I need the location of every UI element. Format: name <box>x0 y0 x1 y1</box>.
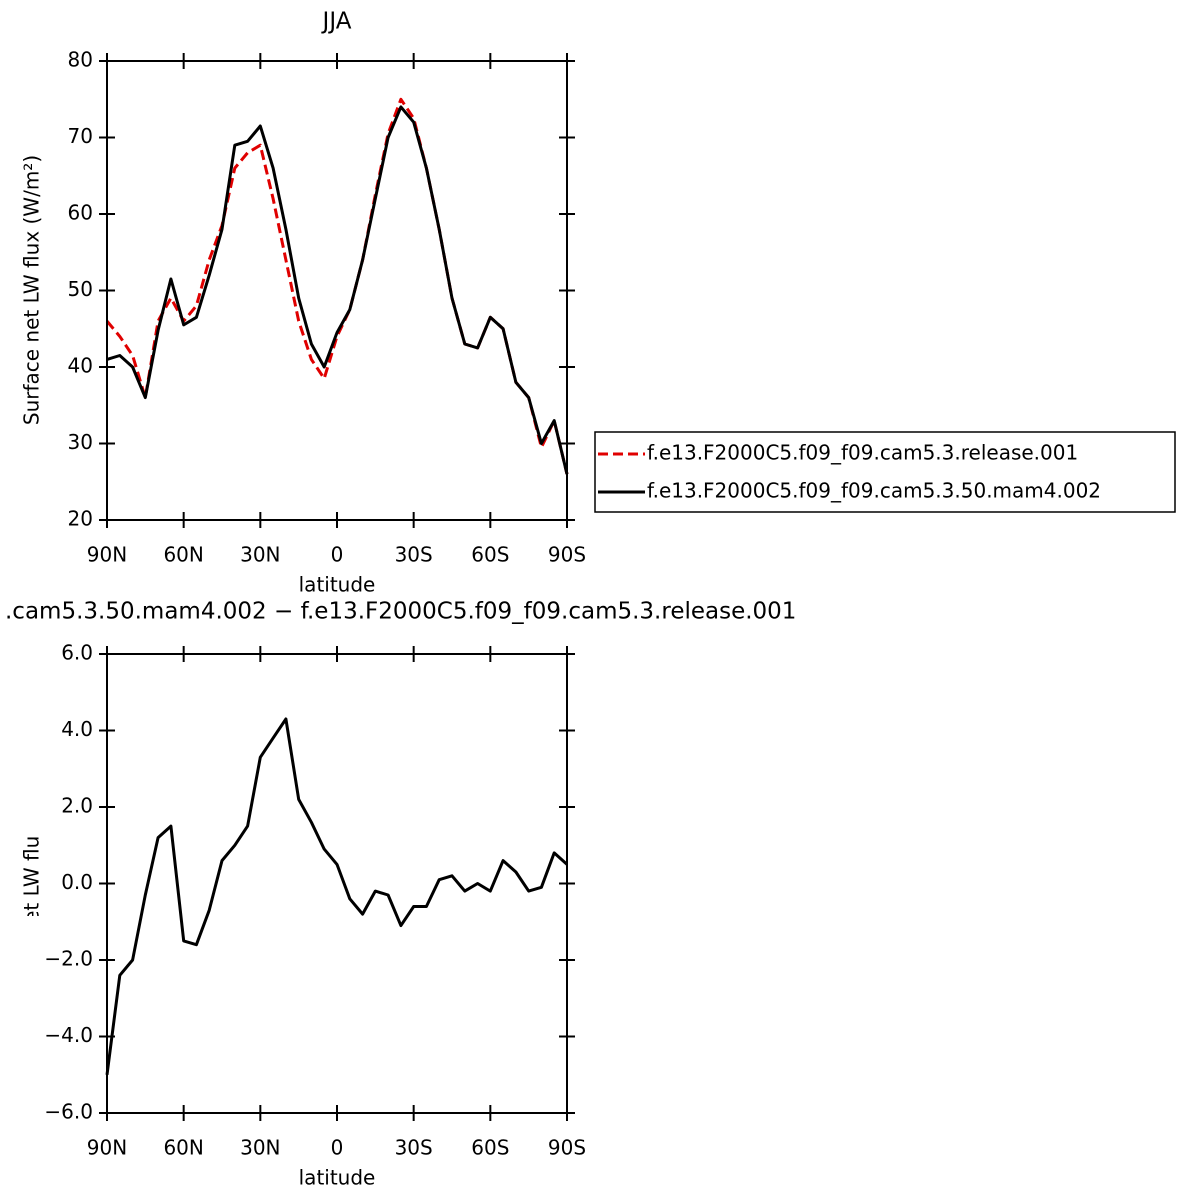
x-tick-label: 60N <box>163 1136 203 1160</box>
y-axis-label: Surface net LW flux (W/m²) <box>20 155 44 425</box>
y-tick-label: 6.0 <box>61 641 93 665</box>
series-line <box>105 97 569 475</box>
x-tick-label: 0 <box>331 1136 344 1160</box>
x-tick-label: 30N <box>240 1136 280 1160</box>
y-tick-label: −2.0 <box>44 947 93 971</box>
x-axis-label: latitude <box>299 1166 376 1190</box>
y-tick-label: −6.0 <box>44 1100 93 1124</box>
chart-title: .cam5.3.50.mam4.002 − f.e13.F2000C5.f09_… <box>5 599 796 625</box>
x-tick-label: 90S <box>548 543 586 567</box>
x-tick-label: 30N <box>240 543 280 567</box>
x-tick-label: 60S <box>471 543 509 567</box>
y-tick-label: 4.0 <box>61 717 93 741</box>
x-tick-label: 60S <box>471 1136 509 1160</box>
x-tick-label: 60N <box>163 543 203 567</box>
y-tick-label: 30 <box>68 430 93 454</box>
x-tick-label: 30S <box>395 1136 433 1160</box>
y-tick-label: 0.0 <box>61 870 93 894</box>
series-line <box>106 105 569 475</box>
plot-frame <box>106 60 568 521</box>
y-tick-label: −4.0 <box>44 1023 93 1047</box>
y-axis-label: Surface net LW flux (W/m²) <box>20 748 44 1018</box>
y-tick-label: 80 <box>68 48 93 72</box>
x-axis-label: latitude <box>299 573 376 597</box>
legend-box <box>594 431 1176 513</box>
x-tick-label: 90N <box>87 543 127 567</box>
y-tick-label: 70 <box>68 124 93 148</box>
y-tick-label: 20 <box>68 507 93 531</box>
chart-title: JJA <box>321 9 352 35</box>
y-tick-label: 40 <box>68 354 93 378</box>
series-line <box>105 717 569 1075</box>
y-tick-label: 60 <box>68 201 93 225</box>
x-tick-label: 30S <box>395 543 433 567</box>
x-tick-label: 90N <box>87 1136 127 1160</box>
legend-label: f.e13.F2000C5.f09_f09.cam5.3.release.001 <box>647 441 1078 465</box>
x-tick-label: 0 <box>331 543 344 567</box>
y-tick-label: 50 <box>68 277 93 301</box>
y-tick-label: 2.0 <box>61 794 93 818</box>
x-tick-label: 90S <box>548 1136 586 1160</box>
legend-label: f.e13.F2000C5.f09_f09.cam5.3.50.mam4.002 <box>647 479 1101 503</box>
